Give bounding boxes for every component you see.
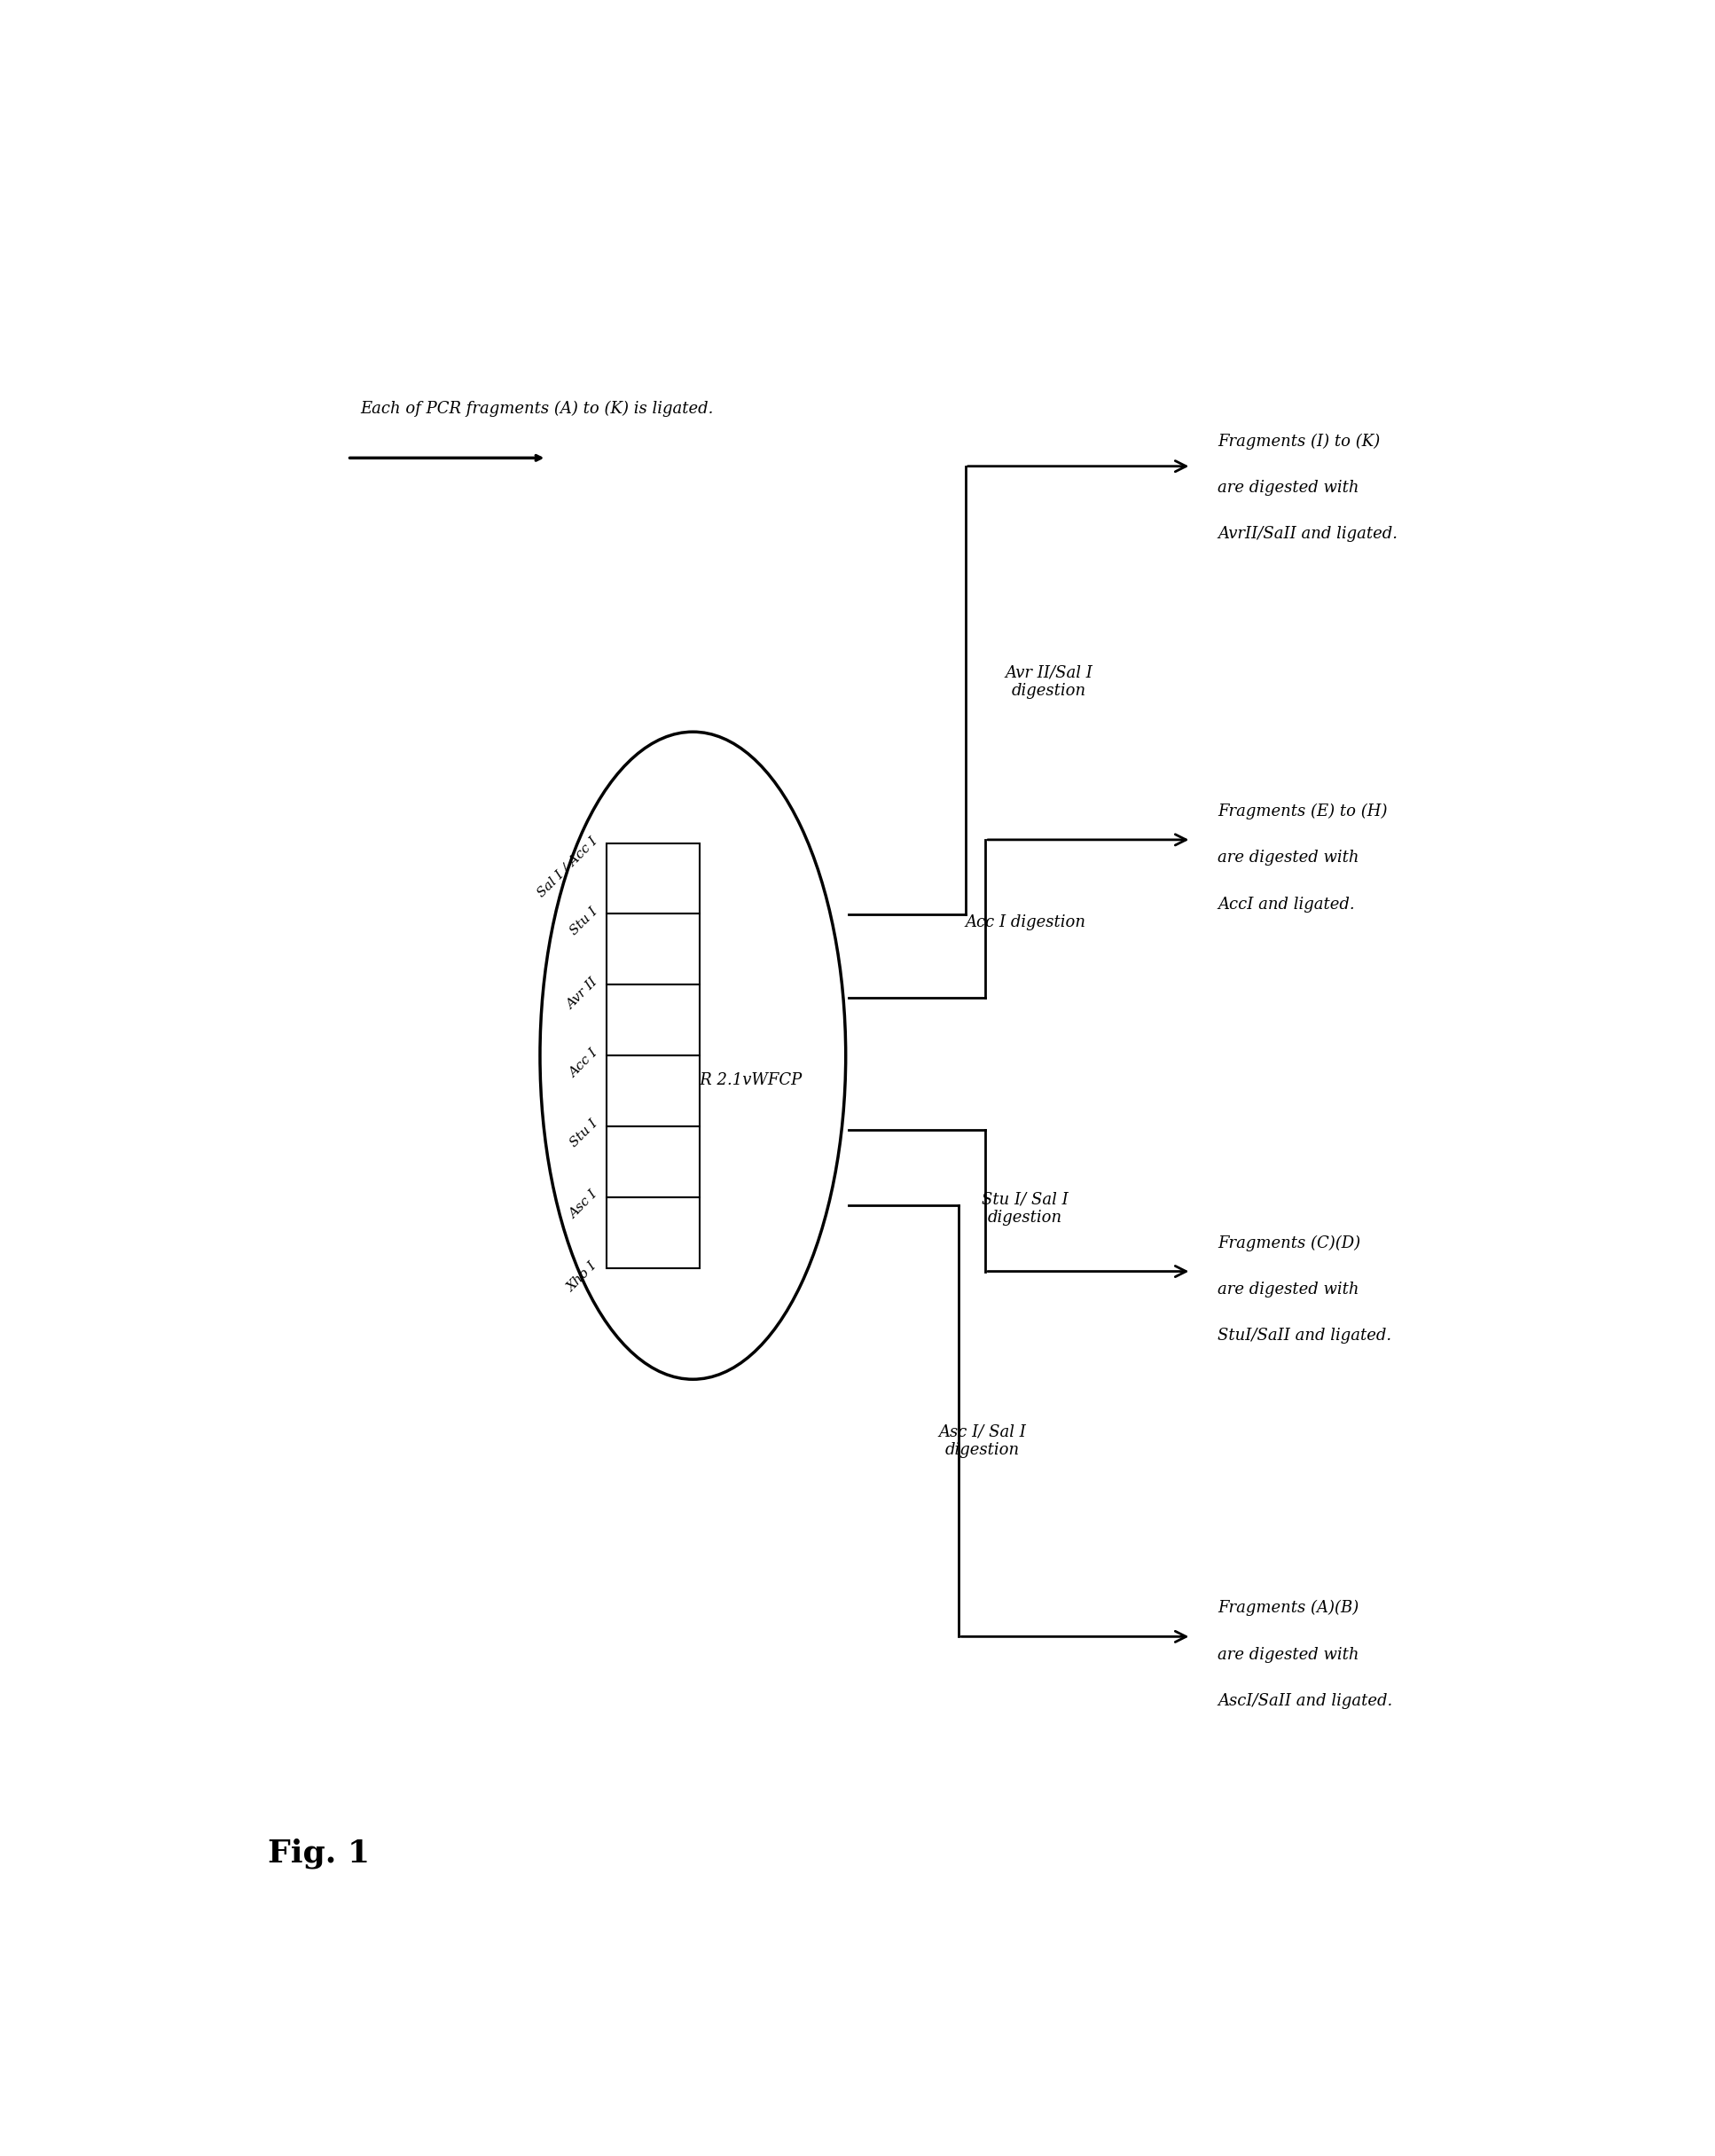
Text: pCR 2.1vWFCP: pCR 2.1vWFCP xyxy=(677,1072,801,1089)
Text: Xho I: Xho I xyxy=(566,1259,600,1294)
Text: Fragments (C)(D): Fragments (C)(D) xyxy=(1218,1235,1360,1250)
Text: Avr II/Sal I
digestion: Avr II/Sal I digestion xyxy=(1005,664,1092,699)
Text: Fragments (A)(B): Fragments (A)(B) xyxy=(1218,1600,1358,1617)
Text: AccI and ligated.: AccI and ligated. xyxy=(1218,897,1355,912)
Text: Avr II: Avr II xyxy=(564,977,600,1011)
Text: Stu I/ Sal I
digestion: Stu I/ Sal I digestion xyxy=(981,1190,1068,1225)
Text: Sal I / Acc I: Sal I / Acc I xyxy=(535,834,600,899)
Bar xyxy=(607,985,700,1056)
Bar xyxy=(607,1056,700,1125)
Text: Fragments (I) to (K): Fragments (I) to (K) xyxy=(1218,433,1381,448)
Text: are digested with: are digested with xyxy=(1218,1647,1360,1662)
Text: Each of PCR fragments (A) to (K) is ligated.: Each of PCR fragments (A) to (K) is liga… xyxy=(360,401,713,416)
Text: Asc I: Asc I xyxy=(568,1188,600,1220)
Text: are digested with: are digested with xyxy=(1218,849,1360,867)
Text: Asc I/ Sal I
digestion: Asc I/ Sal I digestion xyxy=(938,1423,1027,1457)
Text: StuI/SaII and ligated.: StuI/SaII and ligated. xyxy=(1218,1328,1393,1343)
Text: Acc I: Acc I xyxy=(566,1048,600,1080)
Bar xyxy=(607,843,700,914)
Text: are digested with: are digested with xyxy=(1218,479,1360,496)
Text: AvrII/SaII and ligated.: AvrII/SaII and ligated. xyxy=(1218,526,1398,541)
Bar xyxy=(607,1125,700,1197)
Text: Acc I digestion: Acc I digestion xyxy=(966,914,1086,931)
Text: Stu I: Stu I xyxy=(568,906,600,938)
Bar xyxy=(607,1197,700,1268)
Text: AscI/SaII and ligated.: AscI/SaII and ligated. xyxy=(1218,1692,1393,1710)
Text: Fig. 1: Fig. 1 xyxy=(268,1839,370,1869)
Bar xyxy=(607,914,700,985)
Text: Fragments (E) to (H): Fragments (E) to (H) xyxy=(1218,804,1387,819)
Text: Stu I: Stu I xyxy=(568,1117,600,1149)
Text: are digested with: are digested with xyxy=(1218,1281,1360,1298)
